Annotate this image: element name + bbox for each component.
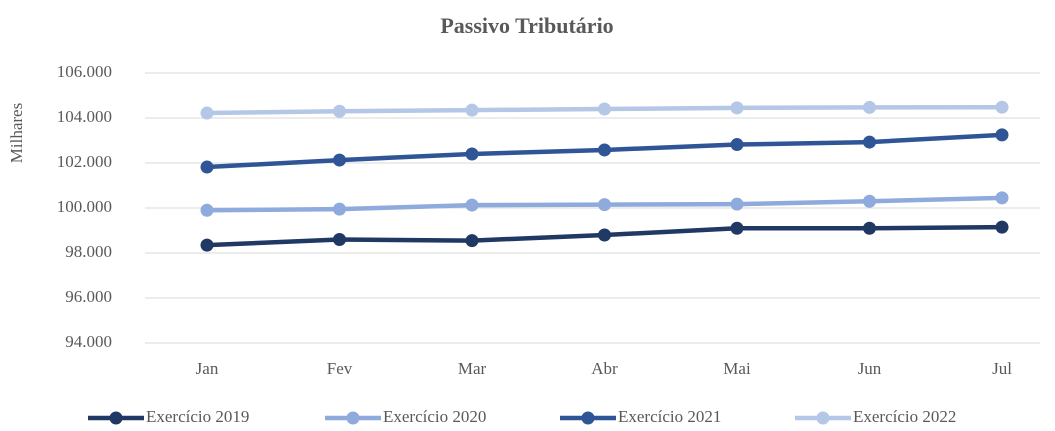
point bbox=[465, 147, 479, 161]
legend-label: Exercício 2022 bbox=[853, 407, 956, 426]
y-tick-label: 106.000 bbox=[57, 62, 112, 81]
point bbox=[598, 228, 611, 242]
y-tick-label: 98.000 bbox=[65, 242, 112, 261]
legend-marker bbox=[346, 411, 360, 425]
point bbox=[200, 203, 214, 217]
x-tick-label: Fev bbox=[327, 359, 353, 378]
y-tick-label: 104.000 bbox=[57, 107, 112, 126]
legend-marker bbox=[816, 411, 830, 425]
point bbox=[995, 128, 1009, 142]
point bbox=[730, 101, 744, 115]
point bbox=[730, 221, 744, 235]
point bbox=[598, 102, 611, 116]
point bbox=[200, 238, 214, 252]
point bbox=[995, 191, 1009, 205]
point bbox=[730, 138, 744, 152]
x-tick-label: Mar bbox=[458, 359, 487, 378]
point bbox=[598, 198, 611, 212]
point bbox=[465, 103, 479, 117]
point bbox=[995, 100, 1009, 114]
x-tick-label: Mai bbox=[723, 359, 751, 378]
legend-label: Exercício 2019 bbox=[146, 407, 249, 426]
legend-marker bbox=[581, 411, 595, 425]
point bbox=[465, 198, 479, 212]
point bbox=[333, 153, 346, 167]
x-tick-label: Jul bbox=[992, 359, 1012, 378]
point bbox=[995, 220, 1009, 234]
point bbox=[598, 143, 611, 157]
x-tick-label: Jan bbox=[196, 359, 219, 378]
y-axis-label: Milhares bbox=[7, 103, 26, 163]
point bbox=[863, 194, 876, 208]
legend-label: Exercício 2020 bbox=[383, 407, 486, 426]
x-tick-label: Abr bbox=[591, 359, 618, 378]
chart-title: Passivo Tributário bbox=[440, 13, 613, 38]
point bbox=[863, 135, 876, 149]
y-tick-label: 96.000 bbox=[65, 287, 112, 306]
point bbox=[200, 106, 214, 120]
point bbox=[863, 221, 876, 235]
y-tick-label: 100.000 bbox=[57, 197, 112, 216]
legend-label: Exercício 2021 bbox=[618, 407, 721, 426]
point bbox=[333, 202, 346, 216]
point bbox=[730, 197, 744, 211]
y-tick-label: 102.000 bbox=[57, 152, 112, 171]
point bbox=[200, 160, 214, 174]
legend-marker bbox=[109, 411, 123, 425]
point bbox=[333, 233, 346, 246]
y-tick-label: 94.000 bbox=[65, 332, 112, 351]
point bbox=[333, 104, 346, 118]
point bbox=[465, 234, 479, 248]
x-tick-label: Jun bbox=[858, 359, 882, 378]
point bbox=[863, 100, 876, 114]
